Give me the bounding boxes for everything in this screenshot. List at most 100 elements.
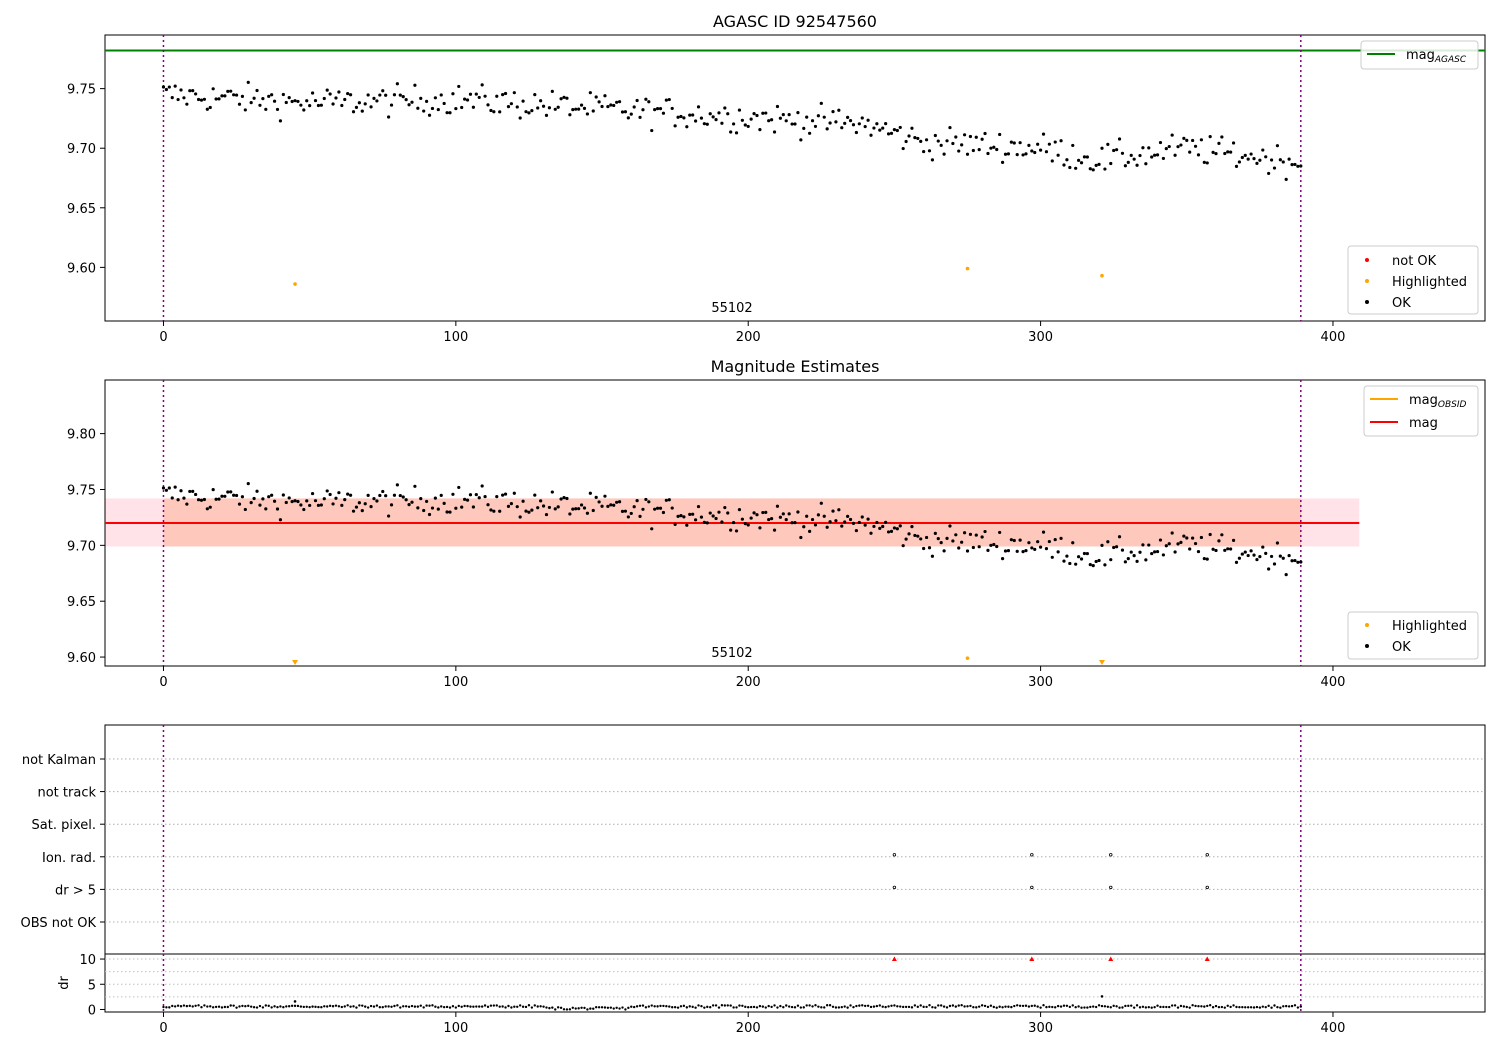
panel1-ok-point-182 xyxy=(693,119,698,123)
panel2-ok-point-368 xyxy=(1237,556,1242,560)
panel4-dr-point-369 xyxy=(1241,1005,1244,1009)
panel4-dr-point-38 xyxy=(273,1005,276,1008)
panel2-ok-point-46 xyxy=(296,499,300,504)
panel4-dr-point-6 xyxy=(179,1005,183,1008)
panel1-ok-point-152 xyxy=(606,104,610,109)
panel1-ok-point-218 xyxy=(799,138,803,142)
panel1-ok-point-137 xyxy=(562,95,566,99)
panel2-ok-point-258 xyxy=(916,534,920,538)
panel1-ok-point-359 xyxy=(1211,150,1215,154)
panel2-ok-point-158 xyxy=(623,509,628,513)
panel4-dr-point-36 xyxy=(267,1004,270,1008)
panel1-ok-point-310 xyxy=(1068,165,1072,170)
panel4-dr-point-379 xyxy=(1270,1006,1273,1009)
panel2-ok-point-301 xyxy=(1041,530,1046,534)
panel2-ok-point-165 xyxy=(644,497,648,502)
panel2-ok-point-247 xyxy=(884,520,888,524)
panel2-ok-point-88 xyxy=(419,496,423,501)
panel4-dr-point-389 xyxy=(1299,1005,1303,1008)
panel2-ok-point-323 xyxy=(1106,540,1110,544)
panel2-ok-point-197 xyxy=(737,507,742,512)
panel2-ok-point-114 xyxy=(495,495,499,499)
panel4-dr-point-75 xyxy=(381,1006,384,1009)
panel1-ok-point-238 xyxy=(857,122,861,126)
panel4-dr-point-315 xyxy=(1083,1006,1086,1009)
panel1-legend-top xyxy=(1360,40,1479,70)
panel1-ok-point-365 xyxy=(1229,150,1233,154)
panel4-dr-point-162 xyxy=(635,1005,639,1008)
panel1-ok-point-241 xyxy=(866,118,870,122)
panel2-ok-point-24 xyxy=(232,493,236,497)
panel2-ok-point-94 xyxy=(436,507,440,511)
panel2-ok-point-159 xyxy=(626,515,630,519)
panel2-ok-point-266 xyxy=(939,541,943,545)
panel1-ok-point-58 xyxy=(331,102,335,106)
panel4-dr-point-161 xyxy=(632,1005,636,1009)
panel2-ok-point-57 xyxy=(328,492,332,497)
panel2-ok-point-193 xyxy=(726,511,730,515)
panel4-xtick-label-200: 200 xyxy=(736,1021,761,1036)
panel2-ytick-label-9.65: 9.65 xyxy=(67,595,96,610)
panel1-ok-point-198 xyxy=(740,118,744,122)
panel4-dr-point-322 xyxy=(1103,1005,1107,1008)
panel2-ok-point-72 xyxy=(372,496,376,501)
panel1-ok-point-55 xyxy=(322,96,326,101)
panel2-legend-label-1: OK xyxy=(1392,640,1411,655)
panel1-ok-point-36 xyxy=(267,94,271,98)
panel2-ok-point-150 xyxy=(600,504,604,508)
panel2-ok-point-19 xyxy=(217,497,221,501)
panel1-ok-point-114 xyxy=(495,94,499,98)
panel1-ok-point-228 xyxy=(828,121,832,125)
panel2-ok-point-283 xyxy=(989,543,993,547)
panel2-ok-point-143 xyxy=(579,503,584,507)
panel1-ok-point-161 xyxy=(632,105,636,109)
panel2-ok-point-373 xyxy=(1252,553,1256,557)
panel1-ok-point-116 xyxy=(501,93,505,97)
panel1-ok-point-17 xyxy=(211,87,215,91)
panel4-dr-point-353 xyxy=(1194,1004,1197,1008)
panel4-dr-point-324 xyxy=(1109,1006,1112,1009)
panel1-ok-point-61 xyxy=(340,103,344,108)
panel4-dr-point-252 xyxy=(899,1005,902,1008)
panel4-dr-point-386 xyxy=(1290,1004,1294,1008)
panel1-ok-point-368 xyxy=(1237,160,1242,164)
panel2-ok-point-7 xyxy=(182,496,186,500)
panel1-ok-point-389 xyxy=(1299,164,1303,168)
panel2-ok-point-284 xyxy=(992,542,996,547)
panel1-ok-point-94 xyxy=(436,107,440,112)
panel4-dr-point-121 xyxy=(516,1005,519,1008)
panel2-ok-point-97 xyxy=(445,510,449,514)
panel1-ok-point-189 xyxy=(714,118,718,122)
panel1-ok-point-234 xyxy=(846,115,850,119)
panel1-ok-point-309 xyxy=(1065,158,1069,162)
panel2-ok-point-77 xyxy=(387,514,391,518)
panel4-dr-point-27 xyxy=(241,1004,244,1008)
panel2-ok-point-332 xyxy=(1132,554,1136,558)
panel2-ok-point-245 xyxy=(878,526,882,530)
panel1-ok-point-317 xyxy=(1088,167,1092,171)
panel1-ok-point-216 xyxy=(793,122,797,126)
panel4-dr-point-29 xyxy=(247,1004,250,1008)
panel1-ok-point-260 xyxy=(922,149,926,154)
panel1-ok-point-313 xyxy=(1077,158,1081,162)
panel4-dr-point-328 xyxy=(1121,1006,1124,1009)
panel1-ok-point-297 xyxy=(1030,149,1034,153)
panel2-ok-point-16 xyxy=(208,505,212,509)
panel2-ok-point-175 xyxy=(673,522,677,526)
panel2-ok-point-108 xyxy=(477,496,481,500)
panel4-dr-point-112 xyxy=(489,1004,493,1007)
panel1-ok-point-91 xyxy=(427,113,432,117)
panel1-ok-point-257 xyxy=(913,136,917,140)
panel1-ok-point-60 xyxy=(337,90,341,94)
panel-dr: 0 5 10 dr 0 100 200 300 400 xyxy=(57,953,1486,1036)
panel1-ok-point-294 xyxy=(1021,153,1025,157)
panel4-dr-point-304 xyxy=(1051,1005,1054,1009)
panel4-dr-point-122 xyxy=(518,1004,522,1007)
panel4-dr-point-166 xyxy=(647,1005,651,1008)
panel1-ok-point-194 xyxy=(729,130,733,134)
panel4-dr-point-109 xyxy=(480,1005,484,1008)
panel2-ok-point-213 xyxy=(784,518,788,522)
panel4-dr-point-54 xyxy=(320,1006,323,1009)
panel1-ok-point-77 xyxy=(387,115,391,119)
panel4-dr-point-97 xyxy=(445,1005,449,1009)
